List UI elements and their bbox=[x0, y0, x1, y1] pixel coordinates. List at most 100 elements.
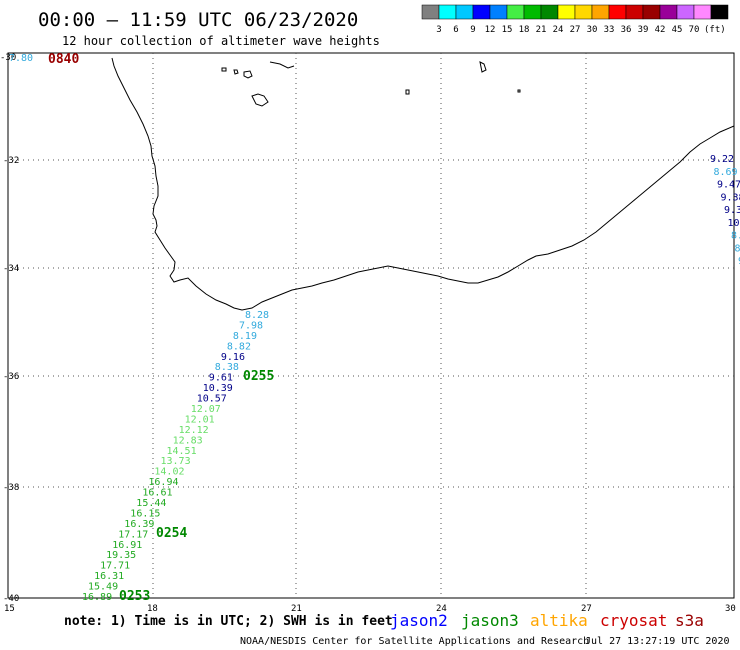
legend-swatch bbox=[625, 4, 644, 20]
longitude-labels: 15 18 21 24 27 30 bbox=[4, 604, 736, 614]
swh-value: 9 bbox=[738, 256, 740, 267]
island bbox=[233, 69, 239, 75]
legend-swatch bbox=[421, 4, 440, 20]
swh-value: 8. bbox=[731, 231, 740, 242]
legend-swatch bbox=[489, 4, 508, 20]
pass-time-label: 0254 bbox=[156, 526, 187, 541]
footer-note: note: 1) Time is in UTC; 2) SWH is in fe… bbox=[64, 614, 393, 629]
legend-tick-label: 27 bbox=[570, 25, 581, 35]
swh-value: 16.89 bbox=[82, 592, 112, 603]
satellite-label: s3a bbox=[675, 611, 704, 630]
swh-value: 19.35 bbox=[106, 550, 136, 561]
island bbox=[243, 70, 253, 79]
swh-value: 16.94 bbox=[148, 477, 178, 488]
legend-swatch bbox=[710, 4, 729, 20]
swh-value: 16.61 bbox=[142, 488, 172, 499]
island bbox=[269, 61, 295, 69]
lat-label: -38 bbox=[3, 483, 19, 493]
legend-tick-label: 36 bbox=[621, 25, 632, 35]
swh-value: 10.57 bbox=[197, 394, 227, 405]
page-title: 00:00 – 11:59 UTC 06/23/2020 bbox=[38, 9, 358, 31]
island bbox=[405, 89, 410, 95]
color-legend bbox=[421, 4, 729, 20]
swh-value: 12.01 bbox=[185, 414, 215, 425]
lat-label: -30 bbox=[0, 53, 16, 63]
lat-label: -34 bbox=[3, 264, 19, 274]
swh-value: 9.22 bbox=[710, 154, 734, 165]
legend-swatch bbox=[608, 4, 627, 20]
legend-tick-label: 21 bbox=[536, 25, 547, 35]
legend-tick-label: 15 bbox=[502, 25, 513, 35]
legend-unit: (ft) bbox=[704, 25, 726, 35]
legend-tick-label: 42 bbox=[655, 25, 666, 35]
legend-swatch bbox=[642, 4, 661, 20]
swh-value: 16.15 bbox=[130, 508, 160, 519]
lon-label: 27 bbox=[581, 604, 592, 614]
pass-time-label: 0255 bbox=[243, 369, 274, 384]
altimeter-track-main: 8.287.988.198.829.168.389.6110.3910.5712… bbox=[82, 310, 269, 603]
legend-tick-label: 24 bbox=[553, 25, 564, 35]
page-subtitle: 12 hour collection of altimeter wave hei… bbox=[62, 34, 380, 48]
swh-value: 13.73 bbox=[161, 456, 191, 467]
legend-swatch bbox=[574, 4, 593, 20]
swh-value: 10. bbox=[728, 218, 740, 229]
swh-value: 9.38 bbox=[721, 192, 740, 203]
credit-text: NOAA/NESDIS Center for Satellite Applica… bbox=[240, 636, 589, 647]
swh-value: 15.49 bbox=[88, 582, 118, 593]
legend-tick-label: 33 bbox=[604, 25, 615, 35]
swh-value: 8.19 bbox=[233, 331, 257, 342]
satellite-label: jason2 bbox=[390, 611, 448, 630]
pass-time-label: 0840 bbox=[48, 52, 79, 67]
swh-value: 8.82 bbox=[227, 341, 251, 352]
lon-label: 30 bbox=[725, 604, 736, 614]
altimeter-track-east: 9.22 8.69 9.479.38 9.3 10. 8.8 9 bbox=[710, 154, 740, 267]
legend-swatch bbox=[472, 4, 491, 20]
islands bbox=[221, 61, 521, 107]
swh-value: 9.16 bbox=[221, 352, 245, 363]
lon-label: 18 bbox=[147, 604, 158, 614]
satellite-legend: jason2 jason3 altika cryosat s3a bbox=[390, 611, 704, 630]
lon-label: 24 bbox=[436, 604, 447, 614]
swh-value: 8.38 bbox=[215, 362, 239, 373]
swh-value: 10.39 bbox=[203, 383, 233, 394]
swh-value: 12.12 bbox=[179, 425, 209, 436]
swh-value: 7.80 bbox=[9, 53, 33, 64]
island bbox=[251, 93, 269, 107]
legend-tick-label: 9 bbox=[470, 25, 475, 35]
island bbox=[221, 67, 227, 72]
legend-swatch bbox=[455, 4, 474, 20]
pass-times: 0840 0255 0254 0253 bbox=[48, 52, 274, 604]
swh-value: 9.47 bbox=[717, 180, 740, 191]
lon-label: 21 bbox=[291, 604, 302, 614]
lat-label: -36 bbox=[3, 372, 19, 382]
swh-value: 15.44 bbox=[136, 498, 166, 509]
legend-tick-label: 70 bbox=[689, 25, 700, 35]
legend-swatch bbox=[540, 4, 559, 20]
legend-swatch bbox=[506, 4, 525, 20]
lon-label: 15 bbox=[4, 604, 15, 614]
legend-swatch bbox=[676, 4, 695, 20]
swh-value: 9.3 bbox=[724, 205, 740, 216]
island bbox=[479, 61, 487, 73]
swh-value: 8.69 bbox=[714, 167, 738, 178]
graticule bbox=[8, 53, 734, 598]
latitude-labels: -30 -32 -34 -36 -38 -40 bbox=[0, 53, 19, 604]
legend-swatch bbox=[557, 4, 576, 20]
swh-value: 17.17 bbox=[118, 529, 148, 540]
swh-value: 16.91 bbox=[112, 540, 142, 551]
swh-value: 9.61 bbox=[209, 373, 233, 384]
coastline-south-africa bbox=[111, 57, 735, 311]
swh-value: 8.28 bbox=[245, 310, 269, 321]
legend-tick-label: 18 bbox=[519, 25, 530, 35]
legend-swatch bbox=[693, 4, 712, 20]
legend-tick-label: 45 bbox=[672, 25, 683, 35]
swh-value: 12.07 bbox=[191, 404, 221, 415]
legend-swatch bbox=[438, 4, 457, 20]
pass-time-label: 0253 bbox=[119, 589, 150, 604]
legend-tick-label: 39 bbox=[638, 25, 649, 35]
satellite-label: jason3 bbox=[461, 611, 519, 630]
legend-swatch bbox=[659, 4, 678, 20]
legend-tick-label: 3 bbox=[436, 25, 441, 35]
swh-value: 17.71 bbox=[100, 561, 130, 572]
